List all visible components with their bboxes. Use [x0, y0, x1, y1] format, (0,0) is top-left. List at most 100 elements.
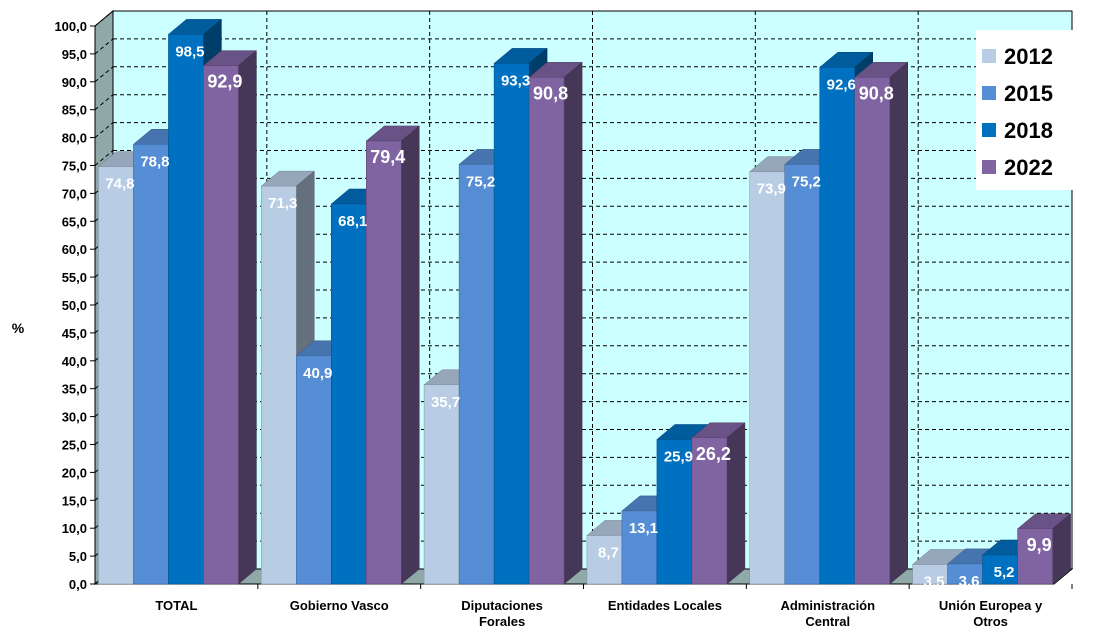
bar-2022	[854, 77, 890, 585]
y-tick-label: 25,0	[62, 438, 87, 453]
y-tick-label: 100,0	[54, 19, 87, 34]
data-label: 40,9	[303, 365, 332, 382]
gridline-side	[94, 373, 114, 390]
data-label: 13,1	[629, 520, 658, 537]
x-tick-label: Diputaciones	[461, 598, 543, 613]
bar-2015	[133, 144, 169, 585]
y-tick-label: 30,0	[62, 410, 87, 425]
data-label: 92,9	[207, 72, 242, 92]
bar-2018	[168, 34, 204, 585]
x-tick-label: Central	[805, 614, 850, 629]
data-label: 68,1	[338, 213, 367, 230]
bar-2015	[784, 164, 820, 585]
gridline-side	[94, 484, 114, 501]
bar-side-2022	[563, 61, 583, 585]
gridline-side	[94, 205, 114, 222]
y-tick-label: 40,0	[62, 354, 87, 369]
data-label: 73,9	[757, 181, 786, 198]
gridline-side	[94, 540, 114, 557]
data-label: 74,8	[105, 176, 134, 193]
legend-label: 2022	[1004, 155, 1053, 180]
data-label: 93,3	[501, 72, 530, 89]
gridline-side	[94, 233, 114, 250]
data-label: 92,6	[827, 76, 856, 93]
y-tick-label: 15,0	[62, 493, 87, 508]
y-tick-label: 80,0	[62, 131, 87, 146]
legend-swatch-2018	[982, 123, 996, 137]
bar-2018	[819, 67, 855, 585]
data-label: 75,2	[792, 173, 821, 190]
x-tick-label: Entidades Locales	[608, 598, 722, 613]
x-tick-label: TOTAL	[155, 598, 197, 613]
legend-swatch-2022	[982, 160, 996, 174]
gridline-side	[94, 10, 114, 27]
gridline-side	[94, 66, 114, 83]
x-tick-label: Unión Europea y	[939, 598, 1043, 613]
x-tick-label: Otros	[973, 614, 1008, 629]
bar-2018	[656, 439, 693, 585]
bar-2018	[982, 554, 1018, 585]
bar-2015	[296, 355, 332, 585]
legend-label: 2018	[1004, 118, 1053, 143]
data-label: 9,9	[1027, 535, 1052, 555]
data-label: 75,2	[466, 173, 495, 190]
gridline-side	[94, 317, 114, 334]
data-label: 78,8	[140, 153, 169, 170]
gridline-side	[94, 261, 114, 278]
y-tick-label: 0,0	[69, 577, 87, 592]
bar-2012	[261, 185, 297, 585]
bar-2022	[691, 437, 728, 585]
bar-side-2022	[238, 50, 257, 585]
gridline-side	[94, 429, 114, 445]
y-tick-label: 10,0	[62, 521, 87, 536]
gridline-side	[94, 512, 114, 529]
legend-label: 2015	[1004, 81, 1053, 106]
bar-2022	[203, 65, 239, 585]
bar-2012	[749, 171, 785, 585]
legend-swatch-2015	[982, 86, 996, 100]
data-label: 35,7	[431, 394, 460, 411]
bar-2015	[621, 510, 658, 585]
y-tick-label: 5,0	[69, 549, 87, 564]
y-tick-label: 85,0	[62, 103, 87, 118]
y-tick-label: 35,0	[62, 382, 87, 397]
y-tick-label: 70,0	[62, 186, 87, 201]
bar-2012	[423, 384, 460, 585]
data-label: 98,5	[175, 43, 204, 60]
data-label: 90,8	[533, 83, 568, 103]
gridline-side	[94, 178, 114, 194]
data-label: 26,2	[696, 444, 731, 464]
y-tick-label: 90,0	[62, 75, 87, 90]
y-tick-label: 65,0	[62, 214, 87, 229]
y-axis-label: %	[12, 320, 25, 336]
gridline-side	[94, 122, 114, 138]
legend-label: 2012	[1004, 44, 1053, 69]
legend-swatch-2012	[982, 49, 996, 63]
y-tick-label: 95,0	[62, 47, 87, 62]
bar-2018	[493, 63, 530, 585]
bar-2012	[586, 535, 623, 585]
bar-2015	[458, 164, 495, 585]
y-tick-label: 75,0	[62, 159, 87, 174]
bar-side-2022	[401, 125, 420, 585]
y-tick-label: 20,0	[62, 465, 87, 480]
y-tick-label: 60,0	[62, 242, 87, 257]
data-label: 5,2	[994, 564, 1015, 581]
gridline-side	[94, 150, 114, 166]
bar-side-2022	[889, 61, 908, 585]
gridline-side	[94, 289, 114, 306]
y-tick-label: 55,0	[62, 270, 87, 285]
data-label: 3,6	[959, 573, 980, 590]
data-label: 8,7	[598, 544, 619, 561]
x-tick-label: Forales	[479, 614, 525, 629]
bar-2012	[98, 166, 134, 585]
gridline-side	[94, 94, 114, 111]
gridline-side	[94, 457, 114, 473]
x-tick-label: Gobierno Vasco	[290, 598, 389, 613]
x-tick-label: Administración	[780, 598, 875, 613]
data-label: 90,8	[859, 83, 894, 103]
y-tick-label: 45,0	[62, 326, 87, 341]
data-label: 25,9	[664, 448, 693, 465]
